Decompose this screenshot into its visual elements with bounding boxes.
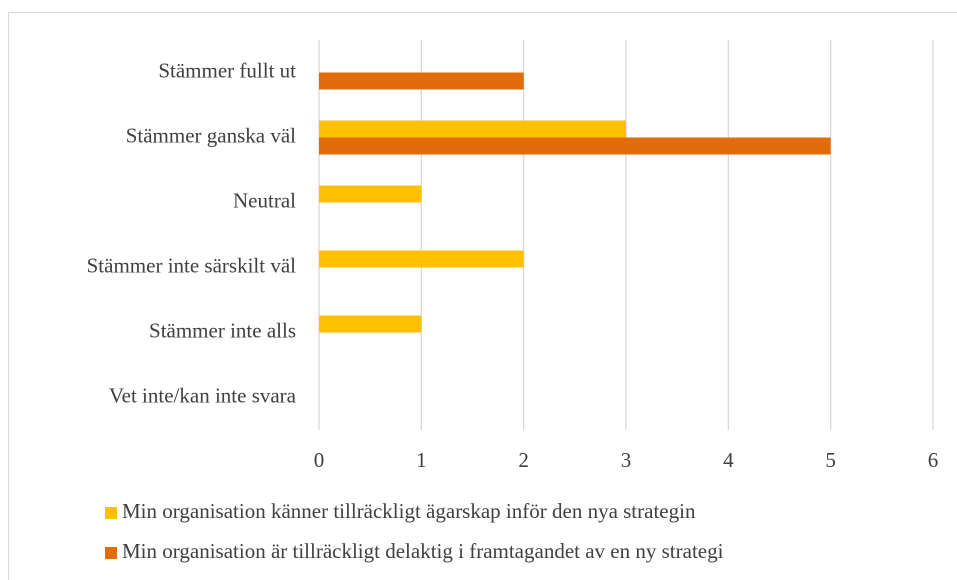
bar [319, 315, 422, 333]
chart-frame [8, 12, 957, 580]
x-tick-label: 3 [621, 448, 632, 472]
x-tick-label: 0 [314, 448, 325, 472]
y-tick-label: Stämmer fullt ut [158, 58, 296, 82]
legend-label: Min organisation är tillräckligt delakti… [122, 539, 724, 563]
y-tick-label: Stämmer ganska väl [126, 123, 296, 147]
x-tick-label: 2 [518, 448, 529, 472]
bar [319, 137, 831, 155]
bar [319, 72, 524, 90]
legend-label: Min organisation känner tillräckligt äga… [122, 499, 696, 523]
bar [319, 250, 524, 268]
x-tick-label: 4 [723, 448, 734, 472]
legend-swatch [105, 507, 117, 519]
legend-swatch [105, 547, 117, 559]
y-tick-label: Stämmer inte alls [149, 318, 296, 342]
y-tick-label: Vet inte/kan inte svara [109, 383, 297, 407]
bar [319, 185, 422, 203]
x-tick-label: 6 [928, 448, 939, 472]
y-tick-label: Neutral [233, 188, 296, 212]
x-tick-label: 5 [825, 448, 836, 472]
x-tick-label: 1 [416, 448, 427, 472]
y-tick-label: Stämmer inte särskilt väl [87, 253, 297, 277]
bar [319, 120, 626, 138]
